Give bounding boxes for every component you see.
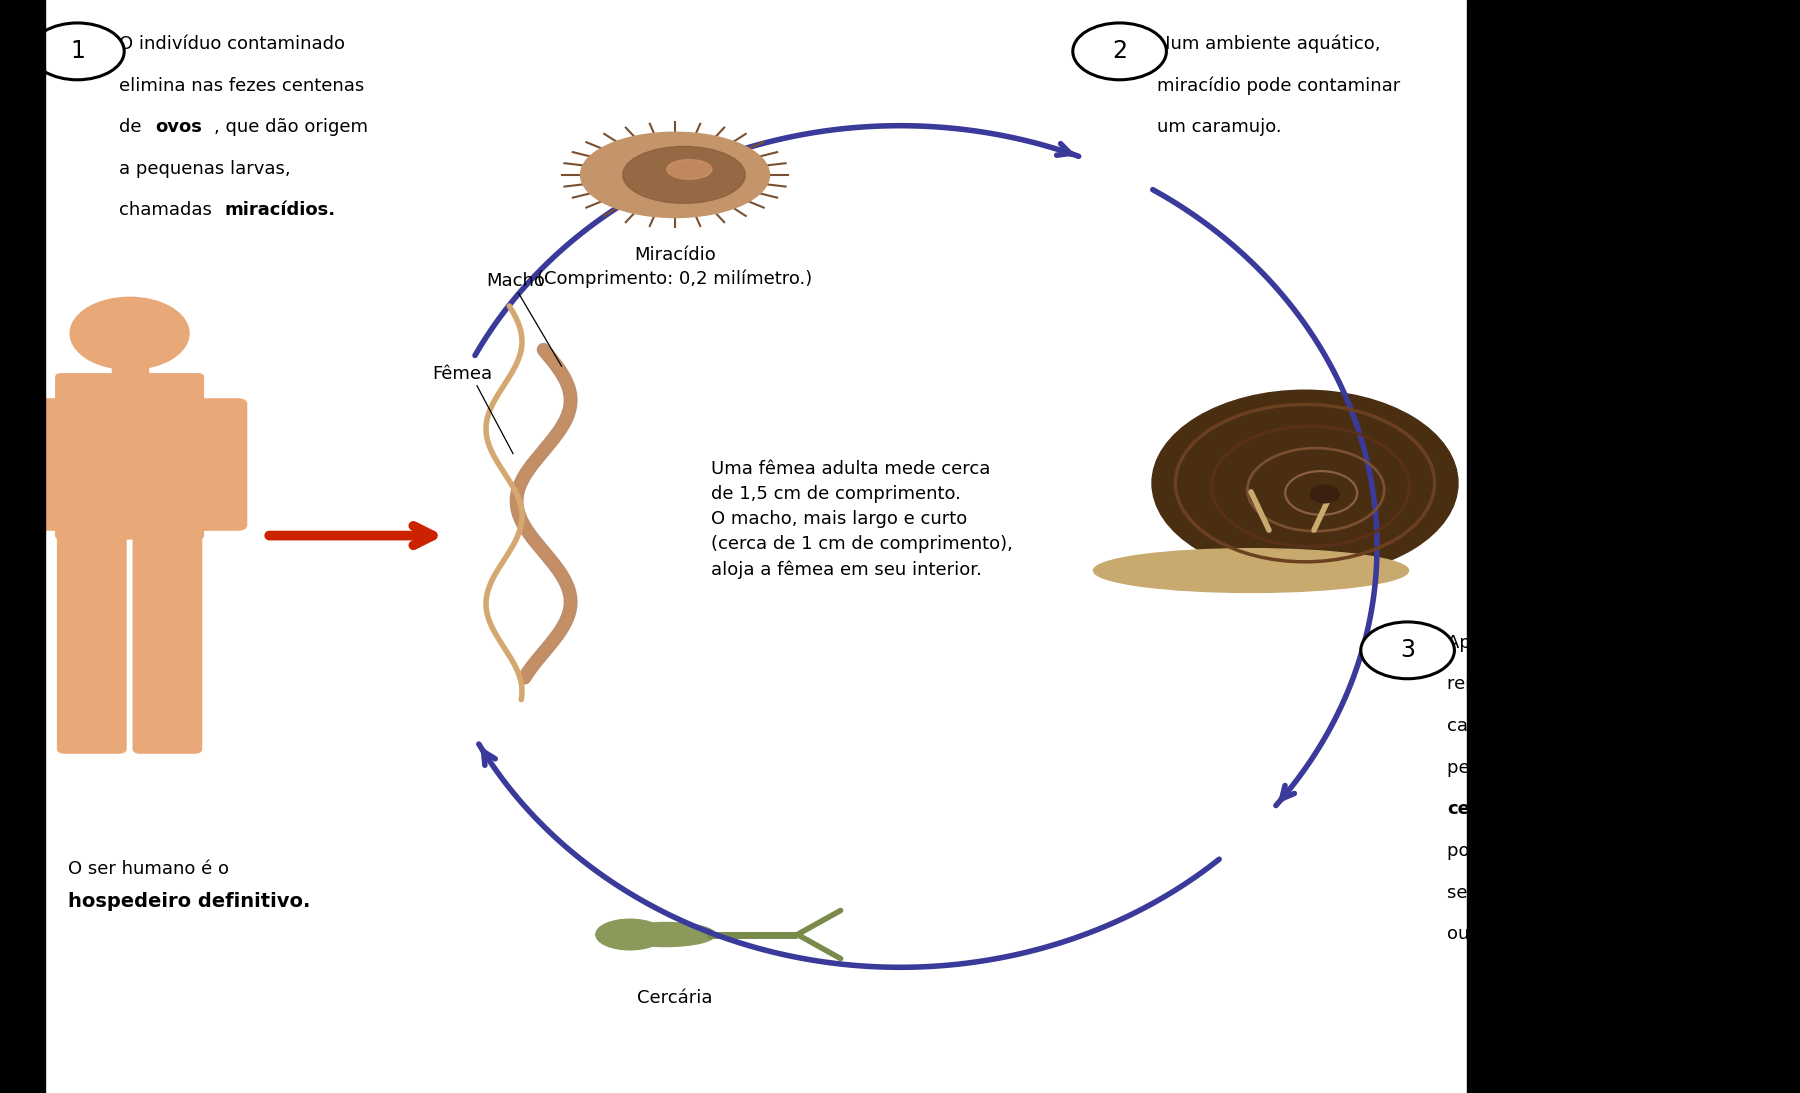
Text: cercárias: cercárias <box>1447 800 1539 818</box>
FancyBboxPatch shape <box>13 399 70 530</box>
Text: Cercária: Cercária <box>637 989 713 1007</box>
Text: Num ambiente aquático,: Num ambiente aquático, <box>1157 35 1381 54</box>
Text: elimina nas fezes centenas: elimina nas fezes centenas <box>119 77 364 94</box>
Text: um caramujo.: um caramujo. <box>1157 118 1282 136</box>
Text: ser humano que beba água: ser humano que beba água <box>1447 883 1696 902</box>
Text: Após o miracídio se: Após o miracídio se <box>1447 634 1624 653</box>
Ellipse shape <box>666 160 711 179</box>
Text: O ser humano é o: O ser humano é o <box>68 860 229 878</box>
Text: chamadas: chamadas <box>119 201 218 219</box>
Circle shape <box>1073 23 1166 80</box>
Ellipse shape <box>623 146 745 203</box>
FancyBboxPatch shape <box>56 374 203 539</box>
Text: miracídios.: miracídios. <box>225 201 337 219</box>
Ellipse shape <box>1094 549 1408 592</box>
Circle shape <box>1361 622 1454 679</box>
Circle shape <box>1310 485 1339 503</box>
Ellipse shape <box>616 922 716 947</box>
Text: 2: 2 <box>1112 39 1127 63</box>
FancyBboxPatch shape <box>58 526 126 753</box>
Text: miracídio pode contaminar: miracídio pode contaminar <box>1157 77 1400 95</box>
Text: hospedeiro definitivo.: hospedeiro definitivo. <box>68 892 311 912</box>
Text: ovos: ovos <box>155 118 202 136</box>
Ellipse shape <box>580 132 770 218</box>
Text: ou tome contato com ela.: ou tome contato com ela. <box>1447 925 1679 942</box>
Text: Miracídio
(Comprimento: 0,2 milímetro.): Miracídio (Comprimento: 0,2 milímetro.) <box>538 246 812 289</box>
Ellipse shape <box>596 919 664 950</box>
FancyBboxPatch shape <box>189 399 247 530</box>
Text: . As cercárias: . As cercárias <box>1555 800 1676 818</box>
Circle shape <box>1152 390 1458 576</box>
Bar <box>0 0 45 1093</box>
Text: 1: 1 <box>70 39 85 63</box>
FancyBboxPatch shape <box>58 380 202 461</box>
Text: O indivíduo contaminado: O indivíduo contaminado <box>119 35 346 52</box>
Text: , que dão origem: , que dão origem <box>214 118 369 136</box>
Text: Fêmea: Fêmea <box>432 365 491 383</box>
Text: caramujo, saem dele: caramujo, saem dele <box>1447 717 1636 734</box>
Circle shape <box>31 23 124 80</box>
Text: podem infectar um outro: podem infectar um outro <box>1447 842 1672 859</box>
Text: Macho: Macho <box>486 272 545 290</box>
Text: 3: 3 <box>1400 638 1415 662</box>
Text: a pequenas larvas,: a pequenas larvas, <box>119 160 290 177</box>
Text: pequenas larvas, chamadas: pequenas larvas, chamadas <box>1447 759 1701 776</box>
Text: de: de <box>119 118 148 136</box>
FancyBboxPatch shape <box>133 526 202 753</box>
Bar <box>112 348 148 386</box>
Text: reproduzir dentro do: reproduzir dentro do <box>1447 675 1633 693</box>
Text: Uma fêmea adulta mede cerca
de 1,5 cm de comprimento.
O macho, mais largo e curt: Uma fêmea adulta mede cerca de 1,5 cm de… <box>711 460 1013 578</box>
Circle shape <box>70 297 189 369</box>
Bar <box>1467 0 1800 1093</box>
